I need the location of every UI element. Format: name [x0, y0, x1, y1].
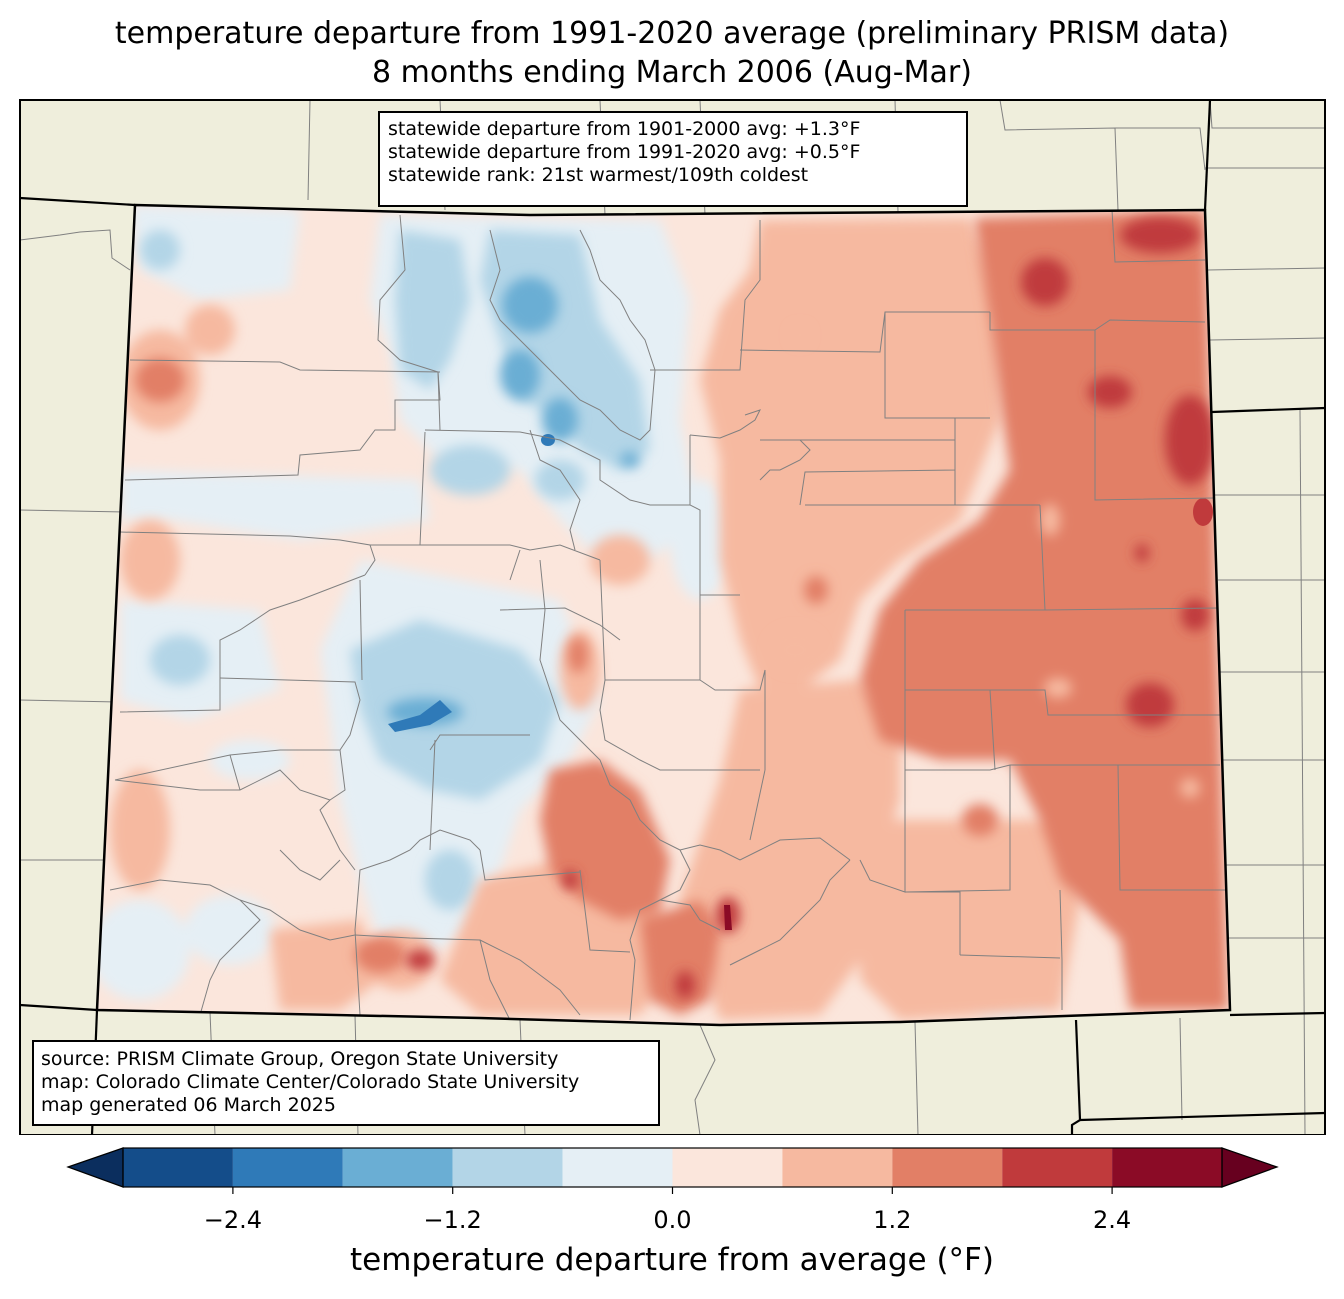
colorbar-bin	[342, 1148, 453, 1187]
colorbar-tick-label: 0.0	[653, 1206, 692, 1234]
colorbar-bin	[892, 1148, 1003, 1187]
colorbar-under-arrow	[66, 1147, 124, 1188]
map-frame	[19, 99, 1326, 1135]
colorado-county-lines	[109, 209, 1228, 1021]
map-credit-line: map: Colorado Climate Center/Colorado St…	[41, 1071, 580, 1093]
stats-departure-1991-2020: statewide departure from 1991-2020 avg: …	[388, 141, 861, 163]
colorbar-bin	[452, 1148, 563, 1187]
colorbar-tick-label: −2.4	[203, 1206, 263, 1234]
source-line: source: PRISM Climate Group, Oregon Stat…	[41, 1048, 559, 1070]
colorbar-bin	[782, 1148, 893, 1187]
colorbar-bin	[232, 1148, 343, 1187]
colorbar-over-arrow	[1221, 1147, 1279, 1188]
temperature-departure-map	[19, 99, 1326, 1135]
colorado-temperature-field	[97, 205, 1230, 1025]
map-title-line-2: 8 months ending March 2006 (Aug-Mar)	[372, 55, 972, 90]
colorbar	[66, 1147, 1279, 1194]
colorbar-bin	[123, 1148, 233, 1187]
generated-date-line: map generated 06 March 2025	[41, 1094, 336, 1116]
map-title-line-1: temperature departure from 1991-2020 ave…	[114, 16, 1230, 51]
colorado-border	[95, 203, 1232, 1027]
colorbar-bin	[562, 1148, 673, 1187]
colorbar-tick-label: −1.2	[423, 1206, 482, 1234]
colorbar-label: temperature departure from average (°F)	[350, 1242, 994, 1278]
colorbar-bin	[672, 1148, 783, 1187]
colorbar-bin	[1112, 1148, 1222, 1187]
statewide-stats-box: statewide departure from 1901-2000 avg: …	[378, 111, 968, 207]
colorbar-bin	[1002, 1148, 1113, 1187]
colorbar-tick-label: 2.4	[1093, 1206, 1132, 1234]
stats-departure-1901-2000: statewide departure from 1901-2000 avg: …	[388, 118, 861, 140]
colorbar-tick-label: 1.2	[873, 1206, 912, 1234]
stats-rank: statewide rank: 21st warmest/109th colde…	[388, 164, 809, 186]
source-credits-box: source: PRISM Climate Group, Oregon Stat…	[32, 1040, 660, 1126]
